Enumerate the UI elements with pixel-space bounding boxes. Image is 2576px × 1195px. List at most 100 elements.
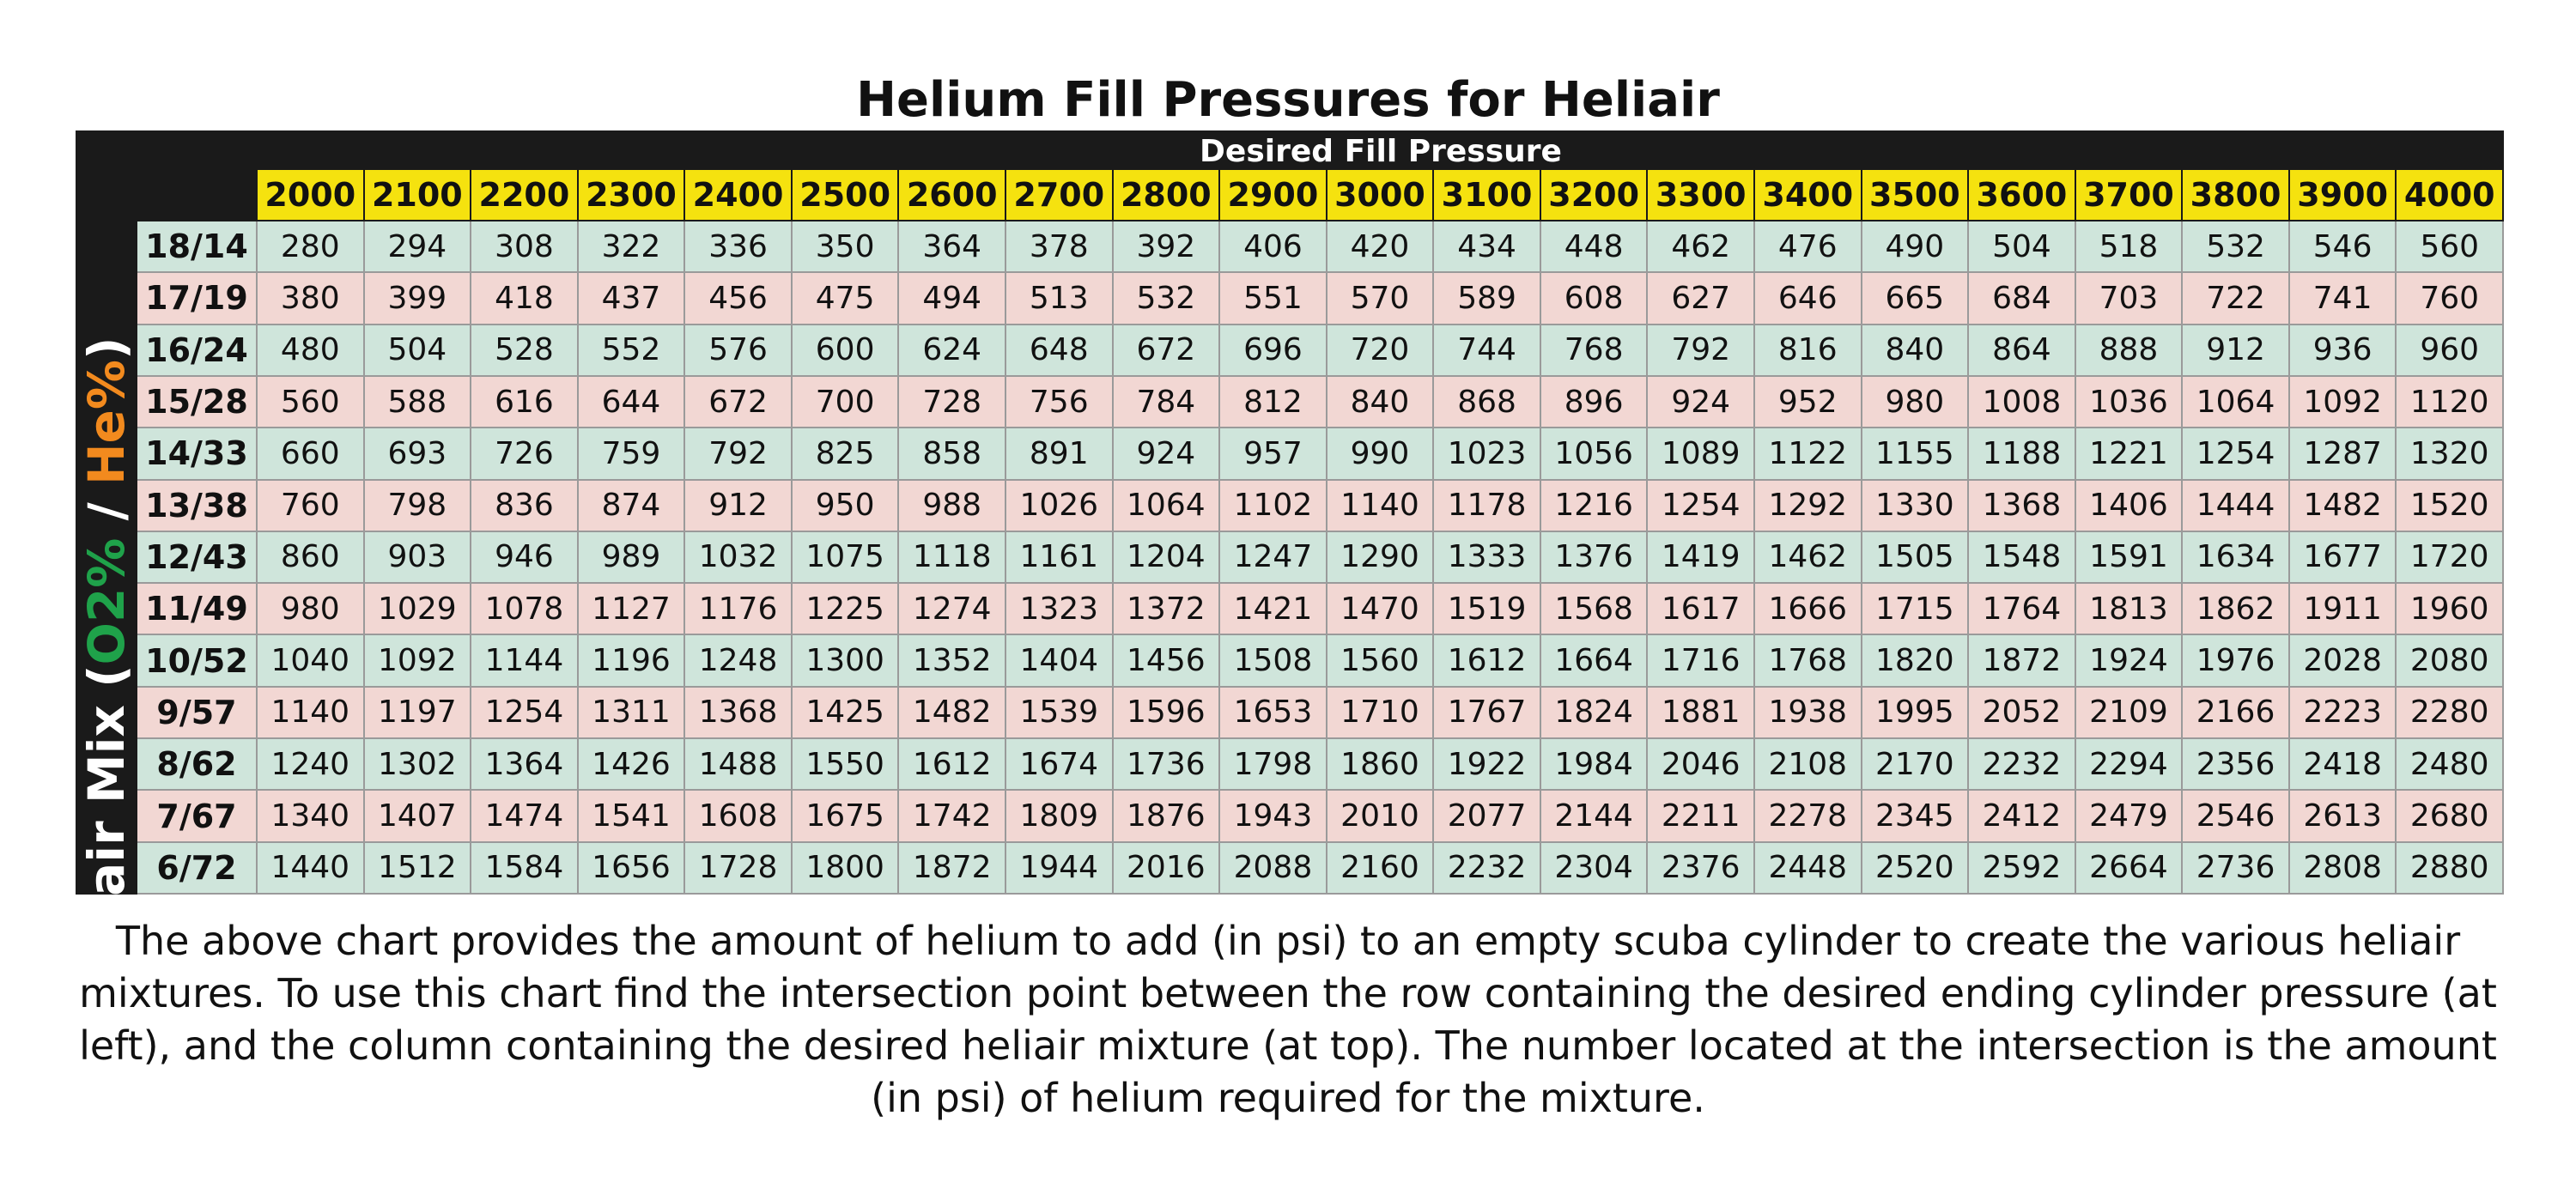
table-cell: 2010 — [1327, 791, 1435, 843]
table-cell: 836 — [471, 480, 579, 532]
table-cell: 1161 — [1005, 531, 1114, 585]
table-cell: 957 — [1220, 428, 1327, 481]
table-cell: 825 — [792, 428, 900, 481]
table-cell: 1860 — [1327, 739, 1435, 792]
table-cell: 722 — [2183, 273, 2290, 325]
table-cell: 350 — [792, 221, 900, 274]
table-cell: 2016 — [1113, 842, 1221, 895]
table-cell: 1876 — [1113, 791, 1221, 843]
table-cell: 560 — [258, 376, 365, 429]
table-cell: 2109 — [2075, 687, 2184, 740]
table-cell: 475 — [792, 273, 900, 325]
table-cell: 2028 — [2289, 635, 2397, 688]
column-header-3200: 3200 — [1540, 170, 1649, 221]
table-cell: 1089 — [1648, 428, 1755, 481]
table-cell: 812 — [1220, 376, 1327, 429]
table-cell: 1140 — [1327, 480, 1435, 532]
table-cell: 1188 — [1969, 428, 2076, 481]
table-cell: 2278 — [1754, 791, 1862, 843]
table-cell: 2592 — [1969, 842, 2076, 895]
table-cell: 1404 — [1005, 635, 1114, 688]
table-cell: 980 — [1862, 376, 1970, 429]
table-cell: 720 — [1327, 325, 1435, 377]
table-cell: 1254 — [2183, 428, 2290, 481]
table-cell: 1720 — [2397, 531, 2504, 585]
table-cell: 336 — [685, 221, 793, 274]
table-cell: 648 — [1005, 325, 1114, 377]
table-cell: 1426 — [578, 739, 686, 792]
table-cell: 1548 — [1969, 531, 2076, 585]
table-cell: 1519 — [1434, 584, 1541, 636]
table-cell: 792 — [1648, 325, 1755, 377]
table-cell: 1092 — [364, 635, 472, 688]
table-cell: 1311 — [578, 687, 686, 740]
table-cell: 2356 — [2183, 739, 2290, 792]
table-cell: 2480 — [2397, 739, 2504, 792]
table-cell: 1872 — [899, 842, 1006, 895]
table-cell: 490 — [1862, 221, 1970, 274]
row-header-6-72: 6/72 — [137, 842, 258, 895]
table-cell: 696 — [1220, 325, 1327, 377]
table-cell: 2088 — [1220, 842, 1327, 895]
table-cell: 891 — [1005, 428, 1114, 481]
table-cell: 1364 — [471, 739, 579, 792]
table-cell: 462 — [1648, 221, 1755, 274]
column-header-2000: 2000 — [258, 170, 365, 221]
table-cell: 2294 — [2075, 739, 2184, 792]
table-cell: 1102 — [1220, 480, 1327, 532]
table-cell: 1505 — [1862, 531, 1970, 585]
table-cell: 728 — [899, 376, 1006, 429]
table-cell: 1809 — [1005, 791, 1114, 843]
table-cell: 1608 — [685, 791, 793, 843]
column-header-3400: 3400 — [1754, 170, 1862, 221]
fill-pressure-table: 2000 2100 2200 2300 2400 2500 2600 2700 2800 2900… — [137, 170, 2504, 895]
table-cell: 1155 — [1862, 428, 1970, 481]
table-cell: 1302 — [364, 739, 472, 792]
table-cell: 1922 — [1434, 739, 1541, 792]
table-cell: 988 — [899, 480, 1006, 532]
table-cell: 1176 — [685, 584, 793, 636]
table-cell: 1664 — [1540, 635, 1649, 688]
table-cell: 434 — [1434, 221, 1541, 274]
table-cell: 1813 — [2075, 584, 2184, 636]
column-header-2800: 2800 — [1113, 170, 1221, 221]
table-cell: 903 — [364, 531, 472, 585]
table-cell: 1764 — [1969, 584, 2076, 636]
table-cell: 950 — [792, 480, 900, 532]
chart-title: Helium Fill Pressures for Heliair — [856, 72, 1720, 128]
table-cell: 660 — [258, 428, 365, 481]
table-cell: 1591 — [2075, 531, 2184, 585]
table-cell: 2144 — [1540, 791, 1649, 843]
table-cell: 1444 — [2183, 480, 2290, 532]
table-cell: 608 — [1540, 273, 1649, 325]
table-cell: 1612 — [1434, 635, 1541, 688]
table-cell: 2345 — [1862, 791, 1970, 843]
row-header-12-43: 12/43 — [137, 531, 258, 585]
table-cell: 1290 — [1327, 531, 1435, 585]
table-cell: 1800 — [792, 842, 900, 895]
table-cell: 1456 — [1113, 635, 1221, 688]
table-cell: 1421 — [1220, 584, 1327, 636]
table-cell: 1064 — [2183, 376, 2290, 429]
table-cell: 1122 — [1754, 428, 1862, 481]
table-cell: 546 — [2289, 221, 2397, 274]
column-header-3000: 3000 — [1327, 170, 1435, 221]
table-cell: 494 — [899, 273, 1006, 325]
table-cell: 1118 — [899, 531, 1006, 585]
table-cell: 858 — [899, 428, 1006, 481]
table-cell: 1976 — [2183, 635, 2290, 688]
table-cell: 665 — [1862, 273, 1970, 325]
table-cell: 1320 — [2397, 428, 2504, 481]
row-header-8-62: 8/62 — [137, 739, 258, 792]
table-cell: 1248 — [685, 635, 793, 688]
table-cell: 1078 — [471, 584, 579, 636]
table-cell: 1023 — [1434, 428, 1541, 481]
table-cell: 784 — [1113, 376, 1221, 429]
table-cell: 532 — [2183, 221, 2290, 274]
column-header-2200: 2200 — [471, 170, 579, 221]
table-cell: 1488 — [685, 739, 793, 792]
table-cell: 1254 — [471, 687, 579, 740]
table-cell: 1596 — [1113, 687, 1221, 740]
table-cell: 1520 — [2397, 480, 2504, 532]
table-cell: 1376 — [1540, 531, 1649, 585]
